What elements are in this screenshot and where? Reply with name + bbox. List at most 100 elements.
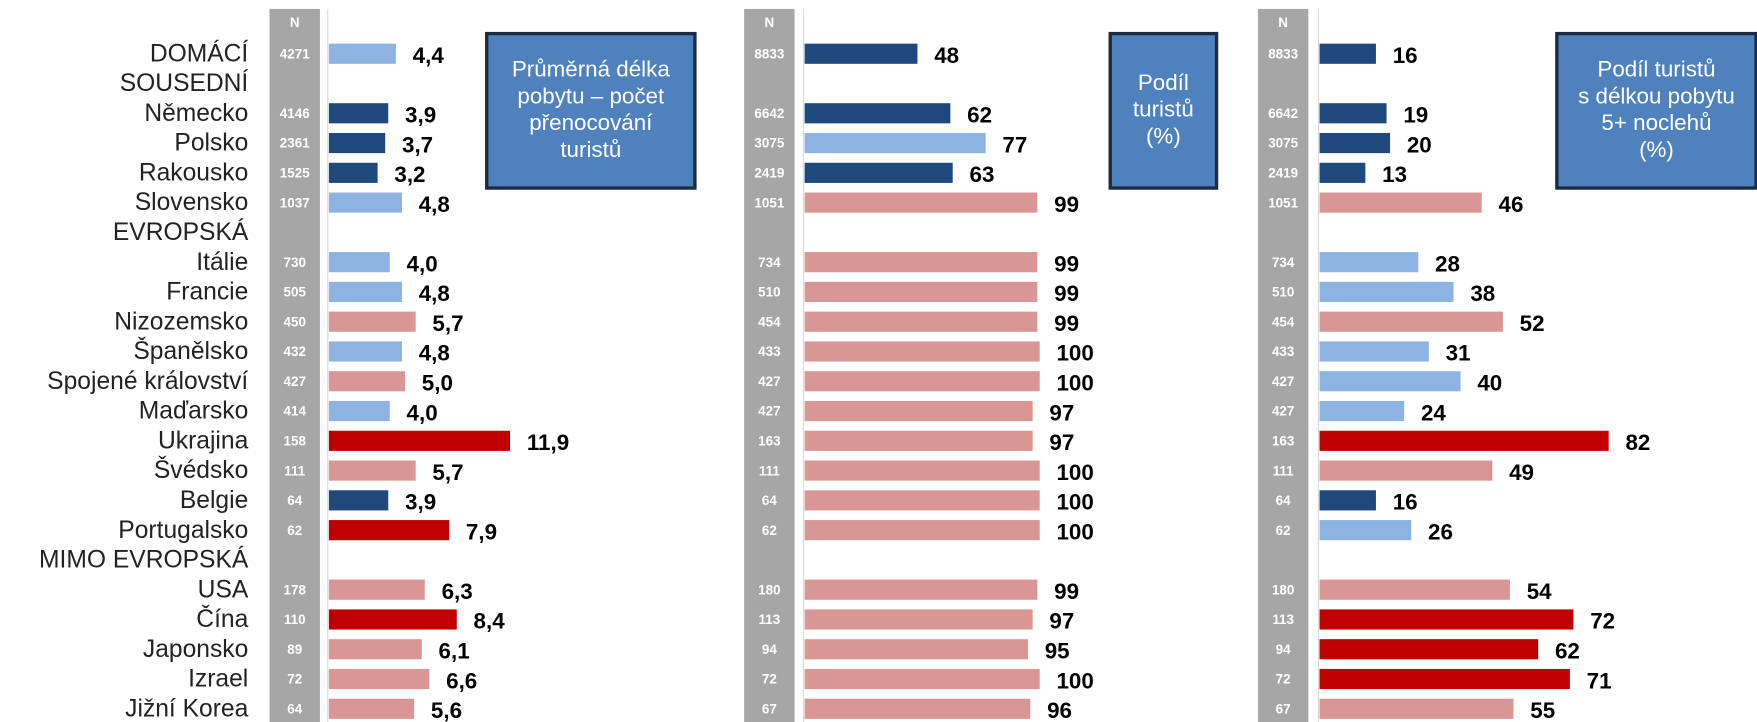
value-label: 4,8 [419, 341, 450, 366]
n-label: 113 [1272, 612, 1294, 627]
n-label: 163 [758, 433, 780, 448]
bar [328, 103, 389, 124]
value-label: 100 [1056, 519, 1093, 544]
bar [1319, 162, 1366, 183]
value-label: 31 [1446, 341, 1471, 366]
value-label: 11,9 [527, 430, 569, 455]
n-column [269, 8, 320, 722]
value-label: 7,9 [466, 519, 497, 544]
value-label: 95 [1045, 639, 1070, 664]
n-label: 72 [287, 672, 302, 687]
n-label: 62 [287, 523, 302, 538]
n-label: 4271 [280, 46, 310, 61]
n-label: 730 [284, 255, 306, 270]
value-label: 82 [1625, 430, 1650, 455]
value-label: 77 [1002, 132, 1027, 157]
value-label: 28 [1435, 251, 1460, 276]
bar [328, 609, 457, 630]
title-line: Průměrná délka [512, 56, 671, 81]
bar [1319, 192, 1482, 213]
value-label: 4,0 [407, 400, 438, 425]
value-label: 54 [1527, 579, 1552, 604]
n-label: 2419 [1268, 165, 1298, 180]
bar [328, 400, 390, 422]
n-label: 111 [759, 463, 780, 478]
n-label: 6642 [754, 106, 784, 121]
n-label: 89 [287, 642, 302, 657]
n-label: 510 [758, 285, 780, 300]
n-label: 72 [762, 672, 777, 687]
bar [804, 162, 953, 183]
n-label: 414 [284, 404, 307, 419]
value-label: 99 [1054, 311, 1079, 336]
title-box [1108, 31, 1219, 190]
n-label: 510 [1272, 285, 1294, 300]
value-label: 99 [1054, 251, 1079, 276]
bar [328, 460, 416, 481]
n-label: 1051 [754, 195, 784, 210]
value-label: 97 [1049, 609, 1074, 634]
value-label: 38 [1470, 281, 1495, 306]
category-label: Portugalsko [118, 517, 248, 544]
title-line: přenocování [529, 110, 653, 135]
category-label: Polsko [174, 130, 248, 157]
category-label: Rakousko [139, 159, 248, 186]
n-label: 3075 [1268, 136, 1298, 151]
bar [328, 490, 389, 511]
n-label: 64 [287, 701, 302, 716]
value-label: 5,7 [432, 311, 463, 336]
category-label: Izrael [188, 666, 248, 693]
value-label: 62 [1555, 639, 1580, 664]
value-label: 24 [1421, 400, 1446, 425]
bar [1319, 430, 1609, 451]
value-label: 46 [1499, 192, 1524, 217]
n-label: 8833 [1268, 46, 1298, 61]
value-label: 16 [1393, 490, 1418, 515]
n-label: 64 [762, 493, 777, 508]
value-label: 3,9 [405, 490, 436, 515]
n-label: 2419 [754, 165, 784, 180]
bar [328, 430, 511, 451]
title-box [1555, 31, 1757, 190]
title-line: pobytu – počet [517, 83, 665, 108]
category-label: Japonsko [143, 636, 248, 663]
value-label: 52 [1520, 311, 1545, 336]
value-label: 49 [1509, 460, 1534, 485]
value-label: 5,6 [431, 698, 462, 722]
value-label: 8,4 [474, 609, 506, 634]
bar [1319, 252, 1419, 273]
category-label: Švédsko [154, 456, 248, 484]
bar [1319, 609, 1574, 630]
title-line: s délkou pobytu [1578, 83, 1735, 108]
value-label: 3,7 [402, 132, 433, 157]
bar [804, 668, 1040, 690]
value-label: 13 [1382, 162, 1407, 187]
title-line: (%) [1146, 124, 1181, 149]
value-label: 6,3 [442, 579, 473, 604]
bar [804, 579, 1038, 600]
bar [1319, 698, 1514, 719]
bar [1319, 281, 1454, 303]
bar [1319, 311, 1503, 332]
n-label: 454 [758, 314, 781, 329]
n-label: 111 [284, 463, 305, 478]
value-label: 19 [1403, 103, 1428, 128]
n-label: 178 [284, 582, 307, 597]
bar [804, 520, 1040, 541]
bar [328, 579, 425, 600]
category-label: DOMÁCÍ [150, 40, 249, 67]
value-label: 100 [1056, 460, 1093, 485]
bar [804, 192, 1038, 213]
bar [328, 639, 422, 660]
value-label: 100 [1056, 668, 1093, 693]
bar [1319, 520, 1412, 541]
n-label: 64 [287, 493, 302, 508]
n-label: 427 [758, 374, 780, 389]
bar [328, 520, 450, 541]
bar [328, 132, 386, 154]
n-label: 62 [762, 523, 777, 538]
category-label: Španělsko [133, 337, 248, 365]
n-label: 427 [758, 404, 780, 419]
bar [1319, 639, 1539, 660]
n-label: 1037 [280, 195, 310, 210]
